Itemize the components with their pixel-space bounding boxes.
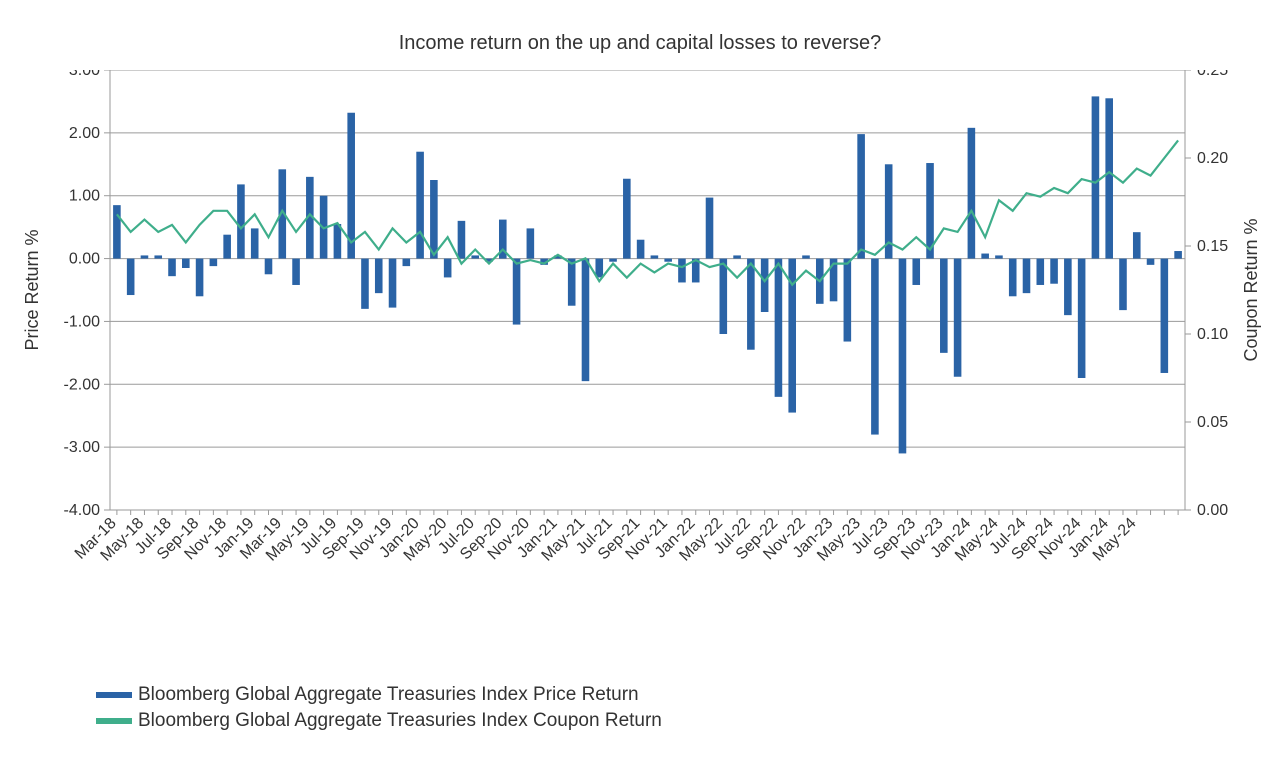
- legend-swatch-line: [96, 718, 132, 724]
- bar: [761, 259, 769, 312]
- y-left-tick-label: 0.00: [69, 251, 100, 268]
- bar: [995, 255, 1003, 258]
- legend-item: Bloomberg Global Aggregate Treasuries In…: [96, 684, 662, 706]
- y-right-tick-label: 0.15: [1197, 238, 1228, 255]
- bar: [141, 255, 149, 258]
- bar: [361, 259, 369, 309]
- y-left-tick-label: -4.00: [64, 502, 101, 519]
- bar: [471, 255, 479, 258]
- bar: [1050, 259, 1058, 284]
- y-right-tick-label: 0.00: [1197, 502, 1228, 519]
- bar: [389, 259, 397, 308]
- y-left-tick-label: -1.00: [64, 313, 101, 330]
- bar: [513, 259, 521, 325]
- bar: [430, 180, 438, 259]
- bar: [251, 228, 259, 258]
- legend-swatch-bar: [96, 692, 132, 698]
- bar: [1009, 259, 1017, 297]
- bar: [223, 235, 231, 259]
- chart-plot: -4.00 -3.00 -2.00 -1.00 0.00 1.00 2.00 3.00 0.00…: [10, 70, 1280, 730]
- bar: [1023, 259, 1031, 294]
- bar: [595, 259, 603, 278]
- legend-label-price: Bloomberg Global Aggregate Treasuries In…: [138, 684, 639, 706]
- y-left-tick-label: -3.00: [64, 439, 101, 456]
- bar: [720, 259, 728, 334]
- bar: [637, 240, 645, 259]
- bar: [347, 113, 355, 259]
- bar: [1133, 232, 1141, 258]
- bar: [182, 259, 190, 268]
- bar: [458, 221, 466, 259]
- bar: [1174, 251, 1182, 259]
- legend-item: Bloomberg Global Aggregate Treasuries In…: [96, 710, 662, 732]
- bar: [237, 184, 245, 258]
- bar: [568, 259, 576, 306]
- y-left-tick-label: 3.00: [69, 70, 100, 79]
- y-right-tick-label: 0.10: [1197, 326, 1228, 343]
- bar: [844, 259, 852, 342]
- bar: [981, 254, 989, 259]
- bar: [912, 259, 920, 285]
- bar: [899, 259, 907, 454]
- bar: [154, 255, 162, 258]
- bar: [1147, 259, 1155, 265]
- y-right-tick-label: 0.20: [1197, 150, 1228, 167]
- y-right-tick-label: 0.05: [1197, 414, 1228, 431]
- bar: [802, 255, 810, 258]
- bar: [1119, 259, 1127, 311]
- bar: [747, 259, 755, 350]
- bar: [196, 259, 204, 297]
- bar: [871, 259, 879, 435]
- bar: [444, 259, 452, 278]
- bar: [1161, 259, 1169, 373]
- bar: [954, 259, 962, 377]
- y-left-tick-label: -2.00: [64, 376, 101, 393]
- bar: [168, 259, 176, 277]
- bar: [706, 198, 714, 259]
- bar: [265, 259, 273, 275]
- bar: [292, 259, 300, 285]
- bar: [1078, 259, 1086, 378]
- line-series: [117, 140, 1178, 284]
- bar: [968, 128, 976, 259]
- bar: [1105, 98, 1113, 258]
- bar: [127, 259, 135, 295]
- y-left-axis-title: Price Return %: [22, 229, 42, 350]
- bar: [113, 205, 121, 258]
- chart-legend: Bloomberg Global Aggregate Treasuries In…: [96, 680, 662, 736]
- bar: [582, 259, 590, 382]
- bar: [775, 259, 783, 397]
- y-left-tick-label: 1.00: [69, 188, 100, 205]
- bar: [940, 259, 948, 353]
- y-right-axis-title: Coupon Return %: [1241, 218, 1261, 361]
- bar: [651, 255, 659, 258]
- bar: [623, 179, 631, 259]
- bar: [334, 224, 342, 259]
- bar: [210, 259, 218, 267]
- bar: [416, 152, 424, 259]
- bar: [733, 255, 741, 258]
- y-right-tick-label: 0.25: [1197, 70, 1228, 79]
- bar: [403, 259, 411, 267]
- bar: [375, 259, 383, 294]
- bar: [857, 134, 865, 258]
- bar: [664, 259, 672, 262]
- legend-label-coupon: Bloomberg Global Aggregate Treasuries In…: [138, 710, 662, 732]
- bar: [527, 228, 535, 258]
- y-left-tick-label: 2.00: [69, 125, 100, 142]
- bar: [1036, 259, 1044, 285]
- chart-title: Income return on the up and capital loss…: [0, 32, 1280, 55]
- chart-container: Income return on the up and capital loss…: [0, 0, 1280, 777]
- bar: [678, 259, 686, 283]
- bar: [1064, 259, 1072, 316]
- bar: [1092, 96, 1100, 258]
- bar: [609, 259, 617, 262]
